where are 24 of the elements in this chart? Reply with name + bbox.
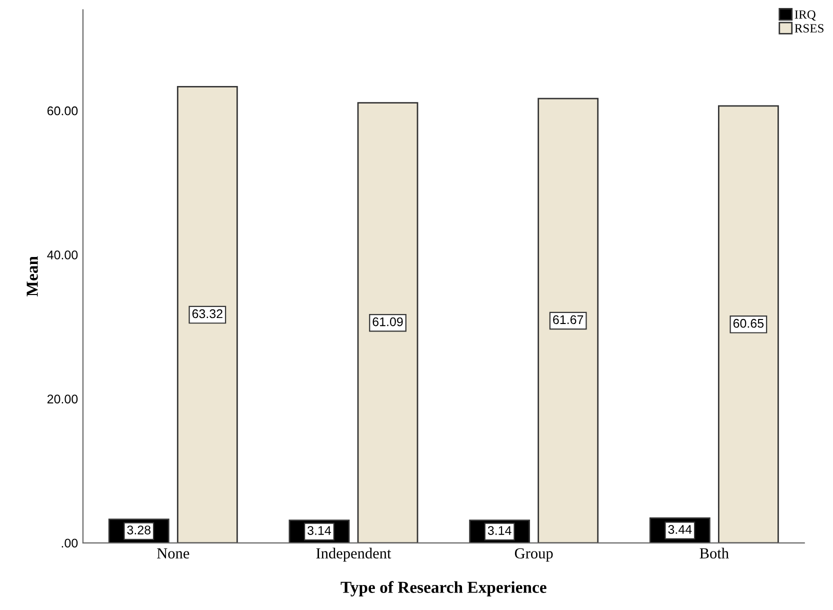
data-label: 3.14 [488,526,512,535]
bar [176,86,238,543]
x-tick-label: None [157,548,190,559]
data-label: 61.09 [372,317,403,326]
bar [357,102,418,543]
data-label: 3.28 [127,526,150,534]
data-label: 3.14 [308,526,332,535]
x-tick-label: Both [700,548,729,559]
data-label: 60.65 [733,318,764,328]
legend-label: RSES [794,24,824,33]
x-tick-label: Group [514,548,553,562]
y-tick-label: 60.00 [47,106,78,116]
y-tick-label: 20.00 [47,394,78,404]
x-tick-label: Independent [316,548,392,562]
data-label: 3.44 [668,525,692,534]
y-tick-label: 40.00 [47,250,78,260]
y-axis-title: Mean [26,256,38,296]
legend-label: IRQ [794,10,816,21]
bar [718,105,779,543]
bar [538,98,599,543]
data-label: 61.67 [553,315,584,324]
x-axis-title: Type of Research Experience [340,581,546,596]
data-label: 63.32 [192,309,222,318]
y-tick-label: .00 [62,538,78,548]
